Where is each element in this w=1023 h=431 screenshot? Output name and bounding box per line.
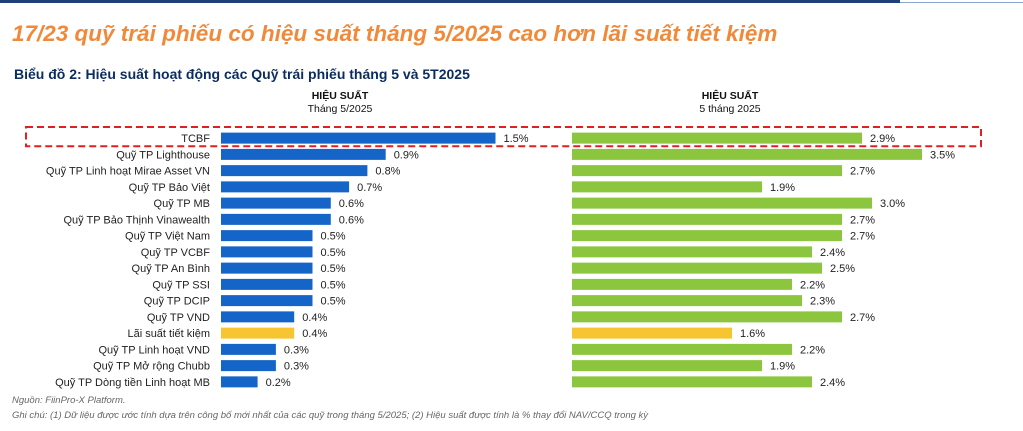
category-label: TCBF xyxy=(181,133,210,145)
bar-ytd xyxy=(572,360,762,372)
data-label-month: 1.5% xyxy=(504,133,529,145)
data-label-month: 0.8% xyxy=(375,166,400,178)
data-label-month: 0.5% xyxy=(321,296,346,308)
bar-month xyxy=(221,246,313,258)
top-rule xyxy=(0,0,900,3)
data-label-ytd: 1.9% xyxy=(770,361,795,373)
page-headline: 17/23 quỹ trái phiếu có hiệu suất tháng … xyxy=(12,21,778,46)
bar-ytd xyxy=(572,246,812,258)
data-label-ytd: 2.5% xyxy=(830,263,855,275)
data-label-ytd: 2.3% xyxy=(810,296,835,308)
category-label: Quỹ TP Lighthouse xyxy=(116,149,210,161)
category-label: Lãi suất tiết kiệm xyxy=(127,328,210,340)
bar-month xyxy=(221,278,313,290)
category-label: Quỹ TP Mở rộng Chubb xyxy=(93,361,210,373)
category-label: Quỹ TP Linh hoạt Mirae Asset VN xyxy=(46,166,210,178)
bar-ytd xyxy=(572,343,792,355)
data-label-month: 0.6% xyxy=(339,198,364,210)
bar-month xyxy=(221,376,258,388)
category-label: Quỹ TP DCIP xyxy=(144,296,210,308)
bar-month xyxy=(221,230,313,242)
methodology-note: Ghi chú: (1) Dữ liệu được ước tính dựa t… xyxy=(12,410,649,421)
category-label: Quỹ TP Bảo Việt xyxy=(129,182,210,194)
bar-ytd xyxy=(572,230,842,242)
right-header-line1: HIỆU SUẤT xyxy=(701,90,759,102)
bar-ytd xyxy=(572,278,792,290)
bar-ytd xyxy=(572,213,842,225)
bar-ytd xyxy=(572,311,842,323)
chart-title: Biểu đồ 2: Hiệu suất hoạt động các Quỹ t… xyxy=(14,66,470,82)
data-label-month: 0.5% xyxy=(321,231,346,243)
data-label-ytd: 1.6% xyxy=(740,328,765,340)
bar-ytd xyxy=(572,197,872,209)
bar-ytd xyxy=(572,262,822,274)
bar-ytd xyxy=(572,148,922,160)
category-label: Quỹ TP Dòng tiền Linh hoạt MB xyxy=(55,377,210,389)
data-label-month: 0.4% xyxy=(302,312,327,324)
data-label-ytd: 2.4% xyxy=(820,247,845,259)
data-label-ytd: 3.5% xyxy=(930,149,955,161)
bar-ytd xyxy=(572,327,732,339)
left-header-line1: HIỆU SUẤT xyxy=(311,90,369,102)
data-label-ytd: 2.9% xyxy=(870,133,895,145)
right-header-line2: 5 tháng 2025 xyxy=(699,103,761,115)
data-label-month: 0.4% xyxy=(302,328,327,340)
source-note: Nguồn: FiinPro-X Platform. xyxy=(12,395,126,406)
data-label-ytd: 2.7% xyxy=(850,231,875,243)
category-label: Quỹ TP VND xyxy=(147,312,210,324)
bar-month xyxy=(221,165,368,177)
data-label-month: 0.6% xyxy=(339,214,364,226)
bar-month xyxy=(221,262,313,274)
data-label-ytd: 2.7% xyxy=(850,166,875,178)
data-label-month: 0.5% xyxy=(321,279,346,291)
category-label: Quỹ TP Việt Nam xyxy=(125,231,210,243)
data-label-month: 0.5% xyxy=(321,247,346,259)
data-label-month: 0.5% xyxy=(321,263,346,275)
category-label: Quỹ TP SSI xyxy=(152,279,210,291)
bar-month xyxy=(221,327,295,339)
data-label-ytd: 2.7% xyxy=(850,312,875,324)
bar-month xyxy=(221,197,331,209)
category-label: Quỹ TP MB xyxy=(154,198,210,210)
data-label-month: 0.3% xyxy=(284,344,309,356)
right-column-header: HIỆU SUẤT 5 tháng 2025 xyxy=(660,90,800,116)
data-label-ytd: 2.4% xyxy=(820,377,845,389)
bar-ytd xyxy=(572,376,812,388)
highlight-box xyxy=(25,126,982,148)
bar-month xyxy=(221,213,331,225)
bar-month xyxy=(221,311,295,323)
left-header-line2: Tháng 5/2025 xyxy=(307,103,373,115)
data-label-month: 0.7% xyxy=(357,182,382,194)
data-label-ytd: 2.7% xyxy=(850,214,875,226)
bar-ytd xyxy=(572,132,862,144)
bar-month xyxy=(221,295,313,307)
data-label-ytd: 2.2% xyxy=(800,344,825,356)
bar-month xyxy=(221,343,276,355)
bar-month xyxy=(221,148,386,160)
bar-ytd xyxy=(572,181,762,193)
bar-month xyxy=(221,360,276,372)
data-label-month: 0.3% xyxy=(284,361,309,373)
category-label: Quỹ TP Linh hoạt VND xyxy=(99,344,211,356)
data-label-month: 0.2% xyxy=(266,377,291,389)
bar-ytd xyxy=(572,295,802,307)
data-label-ytd: 1.9% xyxy=(770,182,795,194)
data-label-ytd: 3.0% xyxy=(880,198,905,210)
bar-ytd xyxy=(572,165,842,177)
data-label-ytd: 2.2% xyxy=(800,279,825,291)
bar-month xyxy=(221,181,350,193)
left-column-header: HIỆU SUẤT Tháng 5/2025 xyxy=(280,90,400,116)
category-label: Quỹ TP An Bình xyxy=(132,263,210,275)
category-label: Quỹ TP VCBF xyxy=(141,247,211,259)
category-label: Quỹ TP Bảo Thịnh Vinawealth xyxy=(63,214,210,226)
data-label-month: 0.9% xyxy=(394,149,419,161)
bar-month xyxy=(221,132,496,144)
top-rule-thin xyxy=(900,2,1023,3)
